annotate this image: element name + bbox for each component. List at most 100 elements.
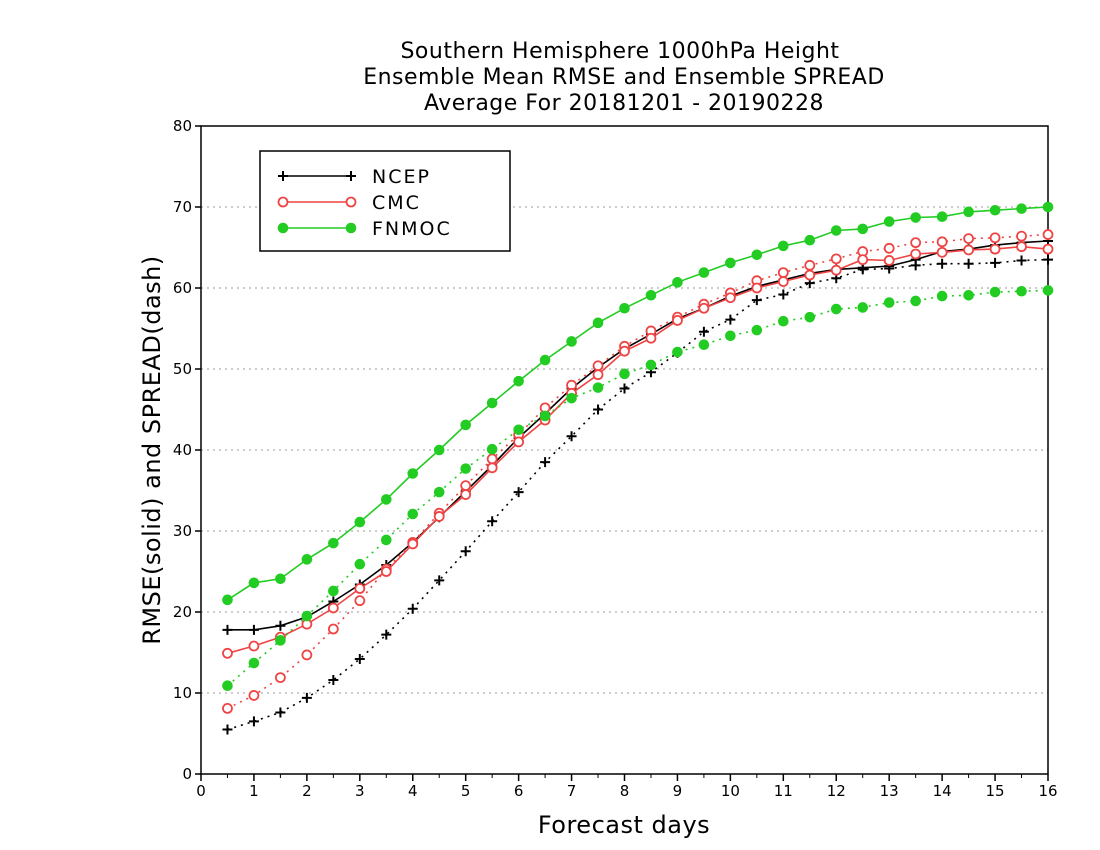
cmc-rmse-point [698,302,710,314]
ncep-spread-point [487,516,498,527]
x-tick-label: 10 [721,782,740,800]
fnmoc-rmse-point [963,206,974,218]
fnmoc-rmse-point [910,212,921,223]
cmc-rmse-point [672,314,683,326]
fnmoc-spread-point [619,368,630,380]
x-axis-ticks: 0 1 2 3 4 5 6 7 8 9 10 11 12 13 14 15 16 [196,774,1058,800]
chart-title: Southern Hemisphere 1000hPa Height Ensem… [363,39,884,116]
cmc-spread-point [910,237,922,249]
x-tick-label: 1 [249,782,259,800]
ncep-rmse-point [222,624,233,635]
fnmoc-rmse-point [460,419,471,431]
ncep-spread-point [619,383,630,394]
fnmoc-rmse-point [698,267,710,278]
fnmoc-spread-point [1042,285,1054,296]
fnmoc-rmse-point [566,336,577,347]
cmc-spread-point [989,232,1001,244]
ncep-rmse-point [248,624,259,635]
legend-label-fnmoc: FNMOC [372,218,452,240]
y-tick-label: 50 [173,360,192,378]
ncep-spread-point [751,295,762,306]
cmc-spread-point [963,233,974,244]
y-tick-label: 70 [173,198,192,216]
cmc-spread-point [883,242,895,254]
cmc-rmse-point [804,269,816,281]
cmc-rmse-line [227,245,1049,655]
ncep-spread-point [222,724,233,735]
cmc-rmse-point [989,243,1001,255]
fnmoc-spread-point [698,339,710,351]
ncep-spread-point [460,546,471,557]
cmc-spread-point [248,690,260,701]
fnmoc-rmse-point [539,354,551,366]
ncep-rmse-point [275,620,286,631]
fnmoc-rmse-point [486,397,498,409]
cmc-spread-point [460,480,472,492]
ncep-spread-point [963,258,974,269]
fnmoc-rmse-point [830,225,842,236]
fnmoc-spread-point [539,410,551,422]
cmc-spread-point [354,595,366,607]
cmc-spread-point [275,672,286,684]
fnmoc-spread-point [989,286,1001,298]
fnmoc-spread-point [222,680,233,692]
cmc-rmse-point [751,282,763,294]
cmc-rmse-point [1016,241,1027,253]
x-tick-label: 15 [986,782,1005,800]
cmc-spread-line [227,233,1049,710]
x-tick-label: 11 [774,782,793,800]
x-tick-label: 13 [880,782,899,800]
fnmoc-rmse-point [778,240,789,252]
legend-marker-fnmoc [345,222,357,234]
fnmoc-spread-point [857,302,869,313]
legend-label-cmc: CMC [372,192,421,214]
cmc-spread-point [777,267,789,279]
cmc-rmse-point [830,264,842,276]
cmc-rmse-point [592,369,604,381]
cmc-rmse-point [380,566,392,577]
cmc-rmse-point [486,462,498,474]
y-tick-label: 80 [173,117,192,135]
legend-marker-ncep [346,171,356,181]
ncep-spread-point [698,326,709,337]
x-tick-label: 14 [933,782,952,800]
cmc-rmse-point [433,511,445,522]
fnmoc-rmse-point [328,537,339,549]
fnmoc-rmse-point [883,216,895,227]
cmc-rmse-point [327,602,339,614]
fnmoc-spread-point [645,359,657,371]
fnmoc-spread-point [963,289,974,301]
fnmoc-rmse-point [1042,201,1054,213]
x-tick-label: 9 [673,782,683,800]
cmc-spread-point [301,649,313,661]
fnmoc-spread-point [380,534,392,546]
fnmoc-spread-point [328,585,339,597]
ncep-spread-point [275,707,286,718]
cmc-rmse-point [777,276,789,287]
fnmoc-spread-point [830,303,842,315]
ncep-spread-point [434,575,445,586]
fnmoc-rmse-point [301,554,313,565]
cmc-rmse-point [857,254,869,266]
fnmoc-rmse-point [936,211,948,223]
x-tick-label: 7 [567,782,577,800]
fnmoc-spread-point [725,330,736,342]
fnmoc-rmse-point [751,249,763,261]
fnmoc-spread-point [301,610,313,622]
x-tick-label: 8 [620,782,630,800]
x-tick-label: 5 [461,782,471,800]
fnmoc-rmse-line [227,206,1049,601]
ncep-spread-line [227,258,1049,731]
fnmoc-spread-point [407,508,419,520]
cmc-spread-point [936,236,948,248]
cmc-rmse-point [407,538,419,550]
fnmoc-rmse-point [725,257,736,269]
y-tick-label: 10 [173,684,192,702]
x-tick-label: 6 [514,782,524,800]
y-tick-label: 40 [173,441,192,459]
legend-marker-cmc [277,196,289,208]
fnmoc-rmse-point [804,234,816,246]
fnmoc-spread-point [486,443,498,455]
cmc-rmse-point [645,332,657,344]
